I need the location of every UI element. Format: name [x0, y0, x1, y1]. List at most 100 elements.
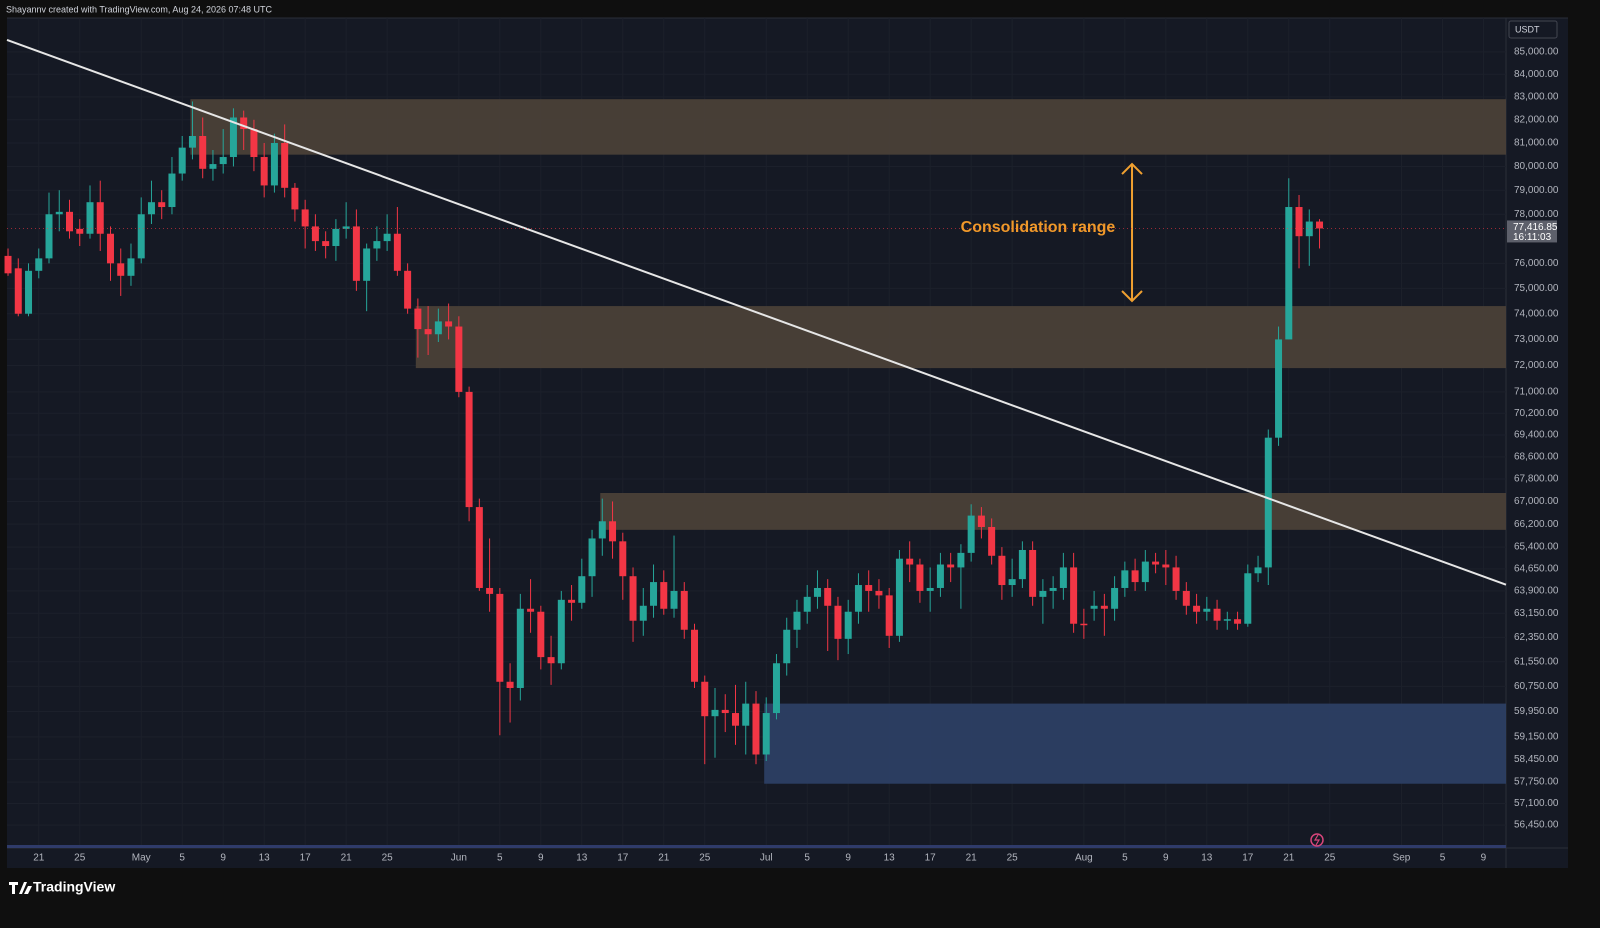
candle-body	[486, 587, 494, 594]
candle-body	[793, 611, 801, 630]
candle-body	[250, 129, 258, 158]
candle-body	[445, 321, 453, 327]
candle-body	[270, 142, 278, 186]
logo	[9, 882, 32, 894]
candle-body	[1264, 437, 1272, 568]
candle-body	[1008, 579, 1016, 586]
y-tick-label: 63,900.00	[1514, 586, 1559, 597]
candle-body	[117, 263, 125, 276]
y-tick-label: 65,400.00	[1514, 542, 1559, 553]
candle-body	[875, 590, 883, 596]
candle-body	[25, 270, 33, 314]
candle-body	[1131, 570, 1139, 583]
candle-body	[1285, 207, 1293, 340]
candle-body	[1193, 605, 1201, 612]
y-tick-label: 85,000.00	[1514, 47, 1559, 58]
candle-body	[588, 538, 596, 577]
candle-body	[322, 241, 330, 247]
scrollbar	[7, 845, 1506, 848]
y-tick-label: 68,600.00	[1514, 451, 1559, 462]
x-tick-label: 21	[1283, 853, 1295, 864]
y-tick-label: 60,750.00	[1514, 681, 1559, 692]
y-tick-label: 82,000.00	[1514, 114, 1559, 125]
candle-body	[650, 582, 658, 606]
candle-body	[752, 703, 760, 755]
candle-body	[363, 248, 371, 281]
x-tick-label: 17	[1242, 853, 1254, 864]
candle-body	[854, 585, 862, 612]
candle-body	[1121, 570, 1129, 588]
candle-body	[1234, 619, 1242, 624]
candle-body	[86, 202, 94, 234]
candle-body	[96, 202, 104, 234]
candle-body	[281, 142, 289, 188]
x-tick-label: 25	[1324, 853, 1336, 864]
candle-body	[127, 258, 135, 276]
y-tick-label: 81,000.00	[1514, 138, 1559, 149]
event-icon[interactable]	[1310, 833, 1324, 847]
candle-body	[721, 709, 729, 714]
candle-body	[158, 202, 166, 208]
candle-body	[527, 608, 535, 612]
candle-body	[1141, 561, 1149, 583]
y-tick-label: 72,000.00	[1514, 360, 1559, 371]
candle-body	[947, 564, 955, 568]
candle-body	[1254, 567, 1262, 574]
header: Shayannv created with TradingView.com, A…	[6, 4, 272, 14]
x-tick-label: 25	[382, 853, 394, 864]
zone	[190, 99, 1506, 155]
candle-body	[926, 587, 934, 591]
candle-body	[291, 187, 299, 210]
candle-body	[547, 657, 555, 664]
x-tick-label: 25	[1007, 853, 1019, 864]
candle-body	[1172, 567, 1180, 591]
y-tick-label: 66,200.00	[1514, 519, 1559, 530]
candle-body	[147, 202, 155, 215]
candle-body	[772, 663, 780, 714]
candle-body	[1090, 605, 1098, 609]
candle-body	[1152, 561, 1160, 565]
price-axis	[1506, 18, 1568, 848]
y-tick-label: 78,000.00	[1514, 209, 1559, 220]
candle-body	[178, 147, 186, 174]
candle-body	[731, 713, 739, 726]
y-tick-label: 67,800.00	[1514, 474, 1559, 485]
candle-body	[209, 164, 217, 169]
candle-body	[1295, 207, 1303, 237]
x-tick-label: Jul	[760, 853, 773, 864]
candle-body	[639, 605, 647, 621]
x-tick-label: 25	[699, 853, 711, 864]
candle-body	[660, 582, 668, 609]
candle-body	[1244, 573, 1252, 624]
candle-body	[229, 117, 237, 158]
candle-body	[762, 713, 770, 755]
x-tick-label: 5	[179, 853, 185, 864]
candle-body	[998, 555, 1006, 586]
candle-body	[557, 599, 565, 664]
candle-body	[578, 576, 586, 603]
candle-body	[455, 326, 463, 392]
trendline	[6, 39, 1507, 586]
candle-body	[1039, 590, 1047, 597]
x-tick-label: 21	[658, 853, 670, 864]
x-tick-label: 9	[538, 853, 544, 864]
candle-body	[1305, 221, 1313, 237]
brand: TradingView	[33, 879, 115, 895]
candle-body	[691, 629, 699, 682]
candle-body	[1275, 339, 1283, 438]
x-tick-label: 5	[497, 853, 503, 864]
candle-body	[885, 595, 893, 636]
candle-body	[404, 270, 412, 309]
y-tick-label: 64,650.00	[1514, 564, 1559, 575]
candle-body	[14, 268, 22, 314]
last-price: 77,416.85	[1513, 222, 1558, 233]
candle-body	[1213, 608, 1221, 621]
candle-body	[475, 507, 483, 588]
candle-body	[609, 521, 617, 542]
candle-body	[393, 233, 401, 271]
candle-body	[352, 226, 360, 281]
candle-body	[1049, 587, 1057, 591]
candle-body	[496, 593, 504, 682]
annotation: Consolidation range	[961, 219, 1116, 236]
y-tick-label: 59,950.00	[1514, 706, 1559, 717]
